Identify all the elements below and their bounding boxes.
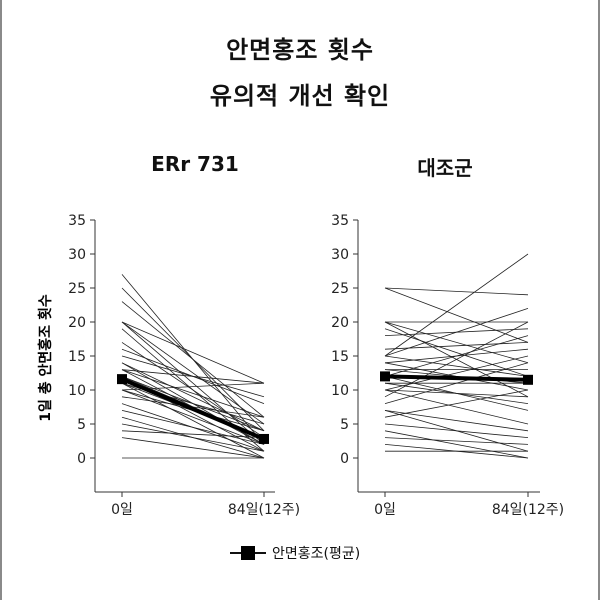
y-tick-label: 25 <box>68 281 86 297</box>
subject-line <box>121 369 265 384</box>
subject-line <box>384 328 529 377</box>
x-tick-label: 0일 <box>374 502 396 518</box>
subject-line <box>384 321 529 398</box>
subject-line <box>121 437 265 459</box>
subject-line <box>121 376 265 432</box>
y-tick-label: 5 <box>340 417 349 433</box>
subject-line <box>384 382 529 404</box>
subject-line <box>121 321 265 425</box>
y-tick-label: 0 <box>77 451 86 467</box>
right-border <box>598 0 600 600</box>
legend-label: 안면홍조(평균) <box>272 546 361 562</box>
subject-line <box>121 389 265 445</box>
subject-line <box>121 423 265 452</box>
subject-line <box>121 382 265 459</box>
legend: 안면홍조(평균) <box>230 543 360 563</box>
mean-marker <box>259 433 269 444</box>
y-tick-label: 15 <box>331 349 349 365</box>
y-tick-label: 15 <box>68 349 86 365</box>
y-tick-label: 20 <box>331 315 349 331</box>
y-tick-label: 35 <box>68 213 86 229</box>
y-tick-label: 10 <box>68 383 86 399</box>
subject-line <box>384 437 529 445</box>
y-axis-label: 1일 총 안면홍조 횟수 <box>37 294 54 422</box>
y-tick-label: 20 <box>68 315 86 331</box>
y-tick-label: 5 <box>77 417 86 433</box>
subject-line <box>121 430 265 438</box>
legend-mean-marker <box>230 546 266 560</box>
mean-marker <box>523 374 533 385</box>
subject-line <box>384 253 529 357</box>
subject-line <box>384 389 529 418</box>
subject-line <box>121 321 265 445</box>
y-tick-label: 0 <box>340 451 349 467</box>
x-tick-label: 84일(12주) <box>228 502 300 518</box>
subject-line <box>384 321 529 364</box>
subject-line <box>121 410 265 445</box>
panel-title-control: 대조군 <box>417 156 473 180</box>
y-tick-label: 10 <box>331 383 349 399</box>
subject-line <box>384 287 529 343</box>
y-tick-label: 25 <box>331 281 349 297</box>
panel-title-err731: ERr 731 <box>151 152 239 176</box>
subject-line <box>384 287 529 296</box>
y-tick-label: 30 <box>331 247 349 263</box>
subject-line <box>384 355 529 377</box>
subject-line <box>384 342 529 350</box>
subject-line <box>121 321 265 384</box>
mean-line <box>384 374 529 382</box>
subject-line <box>121 362 265 432</box>
mean-marker <box>380 371 390 382</box>
y-tick-label: 30 <box>68 247 86 263</box>
subject-line <box>384 389 529 425</box>
legend-mean-square <box>241 546 255 560</box>
panel-err731: 0 5 10 15 20 25 30 35 0일 84일(12주) <box>68 213 300 518</box>
x-tick-label: 84일(12주) <box>492 502 564 518</box>
chart-title-line2: 유의적 개선 확인 <box>209 82 391 110</box>
subject-line <box>384 362 529 404</box>
subject-line <box>384 430 529 459</box>
y-tick-label: 35 <box>331 213 349 229</box>
subject-line <box>121 369 265 418</box>
mean-marker <box>117 374 127 385</box>
subject-line <box>384 335 529 377</box>
left-border <box>0 0 2 600</box>
subject-line <box>384 423 529 438</box>
x-tick-label: 0일 <box>111 502 133 518</box>
mean-line <box>121 377 265 441</box>
subject-line <box>384 410 529 432</box>
chart-title-line1: 안면홍조 횟수 <box>226 36 374 64</box>
subject-line <box>121 301 265 418</box>
panel-control: 0 5 10 15 20 25 30 35 0일 84일(12주) <box>331 213 564 518</box>
